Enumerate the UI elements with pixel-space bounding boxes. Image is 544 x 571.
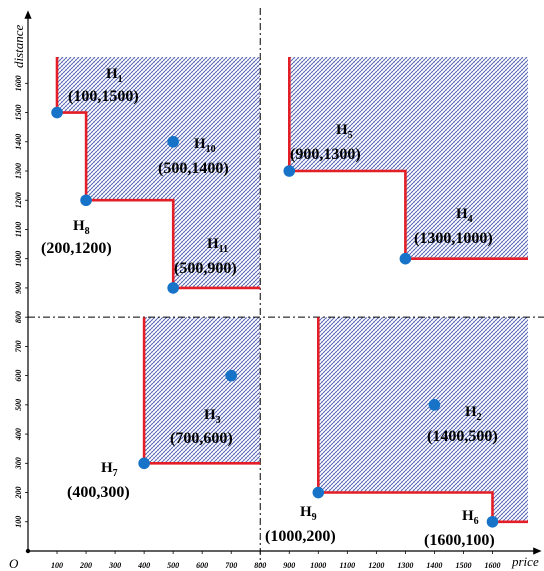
point-H6 (486, 515, 499, 528)
tick-labels: 100 200 300 400 500 600 700 800 900 1000 1100 1200 1… (14, 75, 500, 570)
point-coord-H2: (1400,500) (427, 428, 498, 445)
origin-label: O (9, 556, 19, 571)
y-tick-label-1300: 1300 (14, 163, 23, 179)
x-tick-label-800: 800 (254, 561, 266, 570)
data-points (51, 106, 499, 528)
point-coord-H9: (1000,200) (265, 528, 336, 545)
point-H3 (225, 369, 238, 382)
point-name-H8: H8 (73, 218, 90, 237)
point-labels: H1(100,1500)H2(1400,500)H3(700,600)H4(13… (41, 66, 498, 549)
y-tick-label-300: 300 (14, 457, 23, 470)
y-tick-label-100: 100 (14, 516, 23, 528)
point-coord-H3: (700,600) (170, 430, 233, 447)
point-coord-H4: (1300,1000) (414, 230, 493, 247)
x-tick-label-1300: 1300 (397, 561, 413, 570)
x-tick-label-1000: 1000 (310, 561, 326, 570)
point-coord-H10: (500,1400) (158, 160, 229, 177)
point-coord-H6: (1600,100) (424, 532, 495, 549)
y-tick-label-400: 400 (14, 428, 23, 441)
y-tick-label-1500: 1500 (14, 105, 23, 121)
point-H4 (399, 252, 412, 265)
point-coord-H1: (100,1500) (68, 88, 139, 105)
quadrant-dividers (28, 8, 544, 564)
x-tick-label-1100: 1100 (340, 561, 356, 570)
y-tick-label-800: 800 (14, 311, 23, 323)
y-tick-label-500: 500 (14, 399, 23, 411)
skyline-top-right (288, 57, 528, 260)
point-H11 (167, 282, 179, 294)
point-H7 (138, 457, 150, 470)
x-tick-label-1200: 1200 (368, 561, 384, 570)
y-tick-label-1600: 1600 (14, 75, 23, 91)
point-name-H9: H9 (300, 504, 317, 523)
x-tick-label-400: 400 (137, 561, 150, 570)
y-tick-label-200: 200 (14, 487, 23, 500)
point-name-H6: H6 (462, 508, 479, 527)
point-H1 (51, 106, 63, 119)
y-tick-label-900: 900 (14, 282, 23, 294)
y-tick-label-1000: 1000 (14, 251, 23, 267)
y-tick-label-600: 600 (14, 370, 23, 382)
dominated-region-top-right (289, 57, 528, 259)
point-coord-H7: (400,300) (67, 484, 130, 501)
y-tick-label-1200: 1200 (14, 192, 23, 208)
point-H10 (167, 135, 179, 148)
dominated-region-bottom-right (318, 317, 528, 522)
dominated-region-bottom-left (144, 317, 261, 464)
x-tick-label-1600: 1600 (484, 561, 500, 570)
x-tick-label-200: 200 (79, 561, 92, 570)
x-tick-label-700: 700 (225, 561, 237, 570)
x-tick-label-900: 900 (283, 561, 295, 570)
y-tick-label-1100: 1100 (14, 222, 23, 238)
point-H2 (428, 399, 441, 411)
x-tick-label-100: 100 (51, 561, 63, 570)
point-H5 (283, 165, 296, 177)
x-tick-label-300: 300 (108, 561, 121, 570)
y-tick-label-1400: 1400 (14, 134, 23, 150)
x-axis-label: price (511, 554, 539, 569)
point-coord-H8: (200,1200) (41, 240, 112, 257)
x-tick-label-600: 600 (196, 561, 208, 570)
y-axis-label: distance (11, 24, 26, 68)
dominated-region-top-left (57, 57, 261, 288)
skyline-bottom-right (317, 317, 528, 524)
origin-dot (25, 548, 31, 554)
y-tick-label-700: 700 (14, 340, 23, 352)
point-coord-H11: (500,900) (174, 260, 237, 277)
point-name-H7: H7 (101, 460, 118, 479)
point-H9 (312, 486, 325, 499)
point-H8 (80, 194, 92, 207)
point-coord-H5: (900,1300) (290, 146, 361, 163)
x-tick-label-1500: 1500 (455, 561, 471, 570)
x-tick-label-500: 500 (167, 561, 179, 570)
x-tick-label-1400: 1400 (426, 561, 442, 570)
dominated-regions (57, 57, 528, 522)
